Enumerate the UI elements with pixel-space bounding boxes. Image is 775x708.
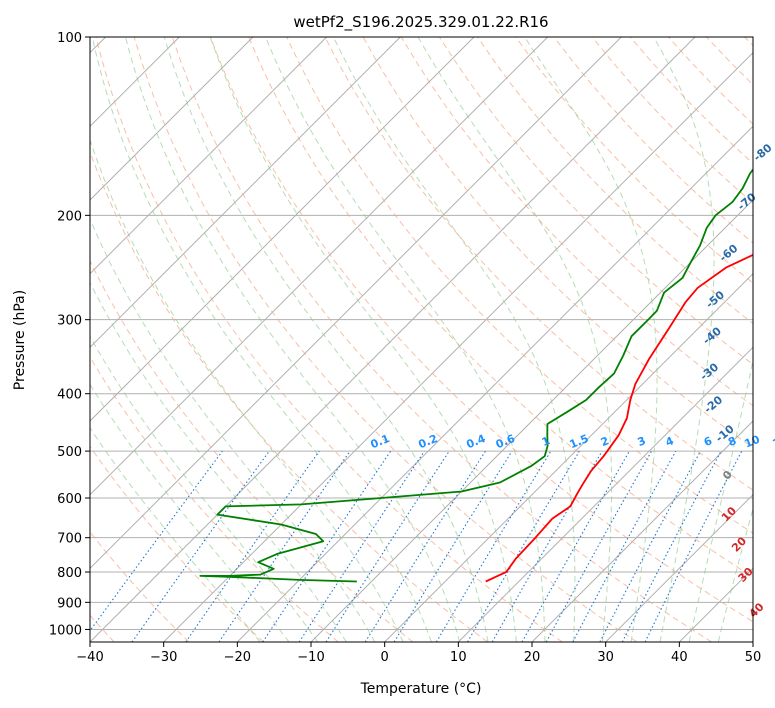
plot-frame bbox=[89, 36, 754, 643]
moist-adiabat-line bbox=[332, 37, 576, 642]
isotherm-line bbox=[457, 346, 753, 642]
isotherm-line bbox=[90, 37, 254, 201]
mixing-ratio-line bbox=[185, 450, 320, 642]
moist-adiabat-line bbox=[163, 37, 489, 642]
mixing-ratio-line bbox=[218, 450, 351, 642]
dry-adiabat-line bbox=[171, 37, 712, 642]
mixing-ratio-label: 13 bbox=[771, 433, 775, 451]
plot-area bbox=[90, 37, 753, 642]
mixing-ratio-label: 10 bbox=[743, 433, 762, 451]
moist-adiabat-line bbox=[90, 281, 347, 642]
isotherm-line bbox=[90, 37, 622, 570]
y-tick-label: 700 bbox=[57, 532, 82, 547]
moist-adiabat-line bbox=[524, 37, 658, 642]
isotherm-line bbox=[752, 641, 753, 642]
background-lines bbox=[90, 37, 753, 642]
chart-title: wetPf2_S196.2025.329.01.22.R16 bbox=[293, 13, 548, 32]
mixing-ratio-line bbox=[644, 450, 743, 642]
mixing-ratio-label: 1 bbox=[540, 434, 552, 449]
isotherm-line bbox=[384, 272, 753, 642]
mixing-ratio-line bbox=[298, 450, 425, 642]
mixing-ratio-line bbox=[545, 450, 653, 642]
moist-adiabat-line bbox=[688, 358, 753, 642]
mixing-ratio-line bbox=[262, 450, 392, 642]
x-tick-label: −30 bbox=[150, 650, 177, 665]
x-tick-label: 10 bbox=[450, 650, 467, 665]
y-tick-label: 1000 bbox=[49, 623, 82, 638]
isotherm-line bbox=[90, 37, 475, 422]
moist-adiabat-line bbox=[90, 383, 290, 642]
isotherm-line bbox=[605, 493, 753, 642]
mixing-ratio-line bbox=[572, 450, 677, 642]
x-tick-label: 40 bbox=[671, 650, 688, 665]
dry-adiabat-line bbox=[90, 259, 414, 642]
y-tick-label: 200 bbox=[57, 209, 82, 224]
dry-adiabat-line bbox=[90, 445, 264, 642]
moist-adiabat-line bbox=[653, 37, 715, 642]
x-tick-label: 0 bbox=[381, 650, 389, 665]
x-tick-label: −20 bbox=[224, 650, 251, 665]
y-tick-label: 300 bbox=[57, 314, 82, 329]
profile-lines bbox=[199, 168, 753, 583]
y-axis-label: Pressure (hPa) bbox=[12, 290, 28, 390]
y-tick-label: 900 bbox=[57, 596, 82, 611]
isotherm-line bbox=[236, 125, 753, 642]
dry-adiabat-label: -90 bbox=[770, 89, 775, 112]
x-tick-label: −40 bbox=[76, 650, 103, 665]
x-tick-label: −10 bbox=[297, 650, 324, 665]
dry-adiabat-line bbox=[286, 37, 753, 534]
moist-adiabat-line bbox=[90, 138, 404, 642]
mixing-ratio-line bbox=[325, 450, 450, 642]
dry-adiabat-line bbox=[248, 37, 753, 578]
dry-adiabat-line bbox=[324, 37, 753, 491]
dry-adiabat-line bbox=[90, 356, 339, 642]
mixing-ratio-line bbox=[131, 450, 270, 642]
moist-adiabat-line bbox=[91, 37, 432, 642]
dry-adiabat-line bbox=[210, 37, 753, 623]
mixing-ratio-line bbox=[521, 450, 630, 642]
mixing-ratio-label: 2 bbox=[599, 434, 611, 449]
moist-adiabat-line bbox=[417, 37, 612, 642]
moist-adiabat-line bbox=[209, 37, 517, 642]
isotherm-line bbox=[90, 37, 549, 496]
isotherm-line bbox=[90, 37, 401, 349]
x-tick-label: 50 bbox=[745, 650, 762, 665]
mixing-ratio-line bbox=[90, 450, 223, 632]
axes: −40 −30 −20 −10 0 10 20 30 40 50 100 200 300 400 500 60… bbox=[49, 31, 761, 665]
isotherm-line bbox=[90, 37, 328, 275]
moist-adiabat-line bbox=[90, 335, 319, 642]
mixing-ratio-label: 8 bbox=[726, 434, 738, 449]
mixing-ratio-label: 3 bbox=[636, 434, 648, 449]
mixing-ratio-line bbox=[393, 450, 513, 642]
temperature-profile-line bbox=[485, 253, 753, 583]
moist-adiabat-line bbox=[717, 506, 753, 642]
isotherm-line bbox=[90, 37, 696, 642]
moist-adiabat-line bbox=[265, 37, 546, 642]
moist-adiabat-line bbox=[90, 217, 376, 642]
moist-adiabat-line bbox=[125, 37, 461, 642]
isotherm-line bbox=[163, 51, 753, 642]
x-tick-label: 30 bbox=[597, 650, 614, 665]
y-tick-label: 800 bbox=[57, 566, 82, 581]
y-tick-label: 600 bbox=[57, 492, 82, 507]
y-tick-label: 500 bbox=[57, 445, 82, 460]
moist-adiabat-line bbox=[90, 427, 261, 642]
y-tick-label: 100 bbox=[57, 31, 82, 46]
x-tick-label: 20 bbox=[524, 650, 541, 665]
x-axis-label: Temperature (°C) bbox=[360, 681, 482, 697]
y-tick-label: 400 bbox=[57, 388, 82, 403]
dewpoint-profile-line bbox=[199, 168, 753, 583]
isotherm-line bbox=[531, 420, 753, 642]
dry-adiabat-line bbox=[515, 37, 753, 284]
dry-adiabat-line bbox=[95, 37, 563, 642]
dry-adiabat-label: -80 bbox=[751, 141, 775, 164]
